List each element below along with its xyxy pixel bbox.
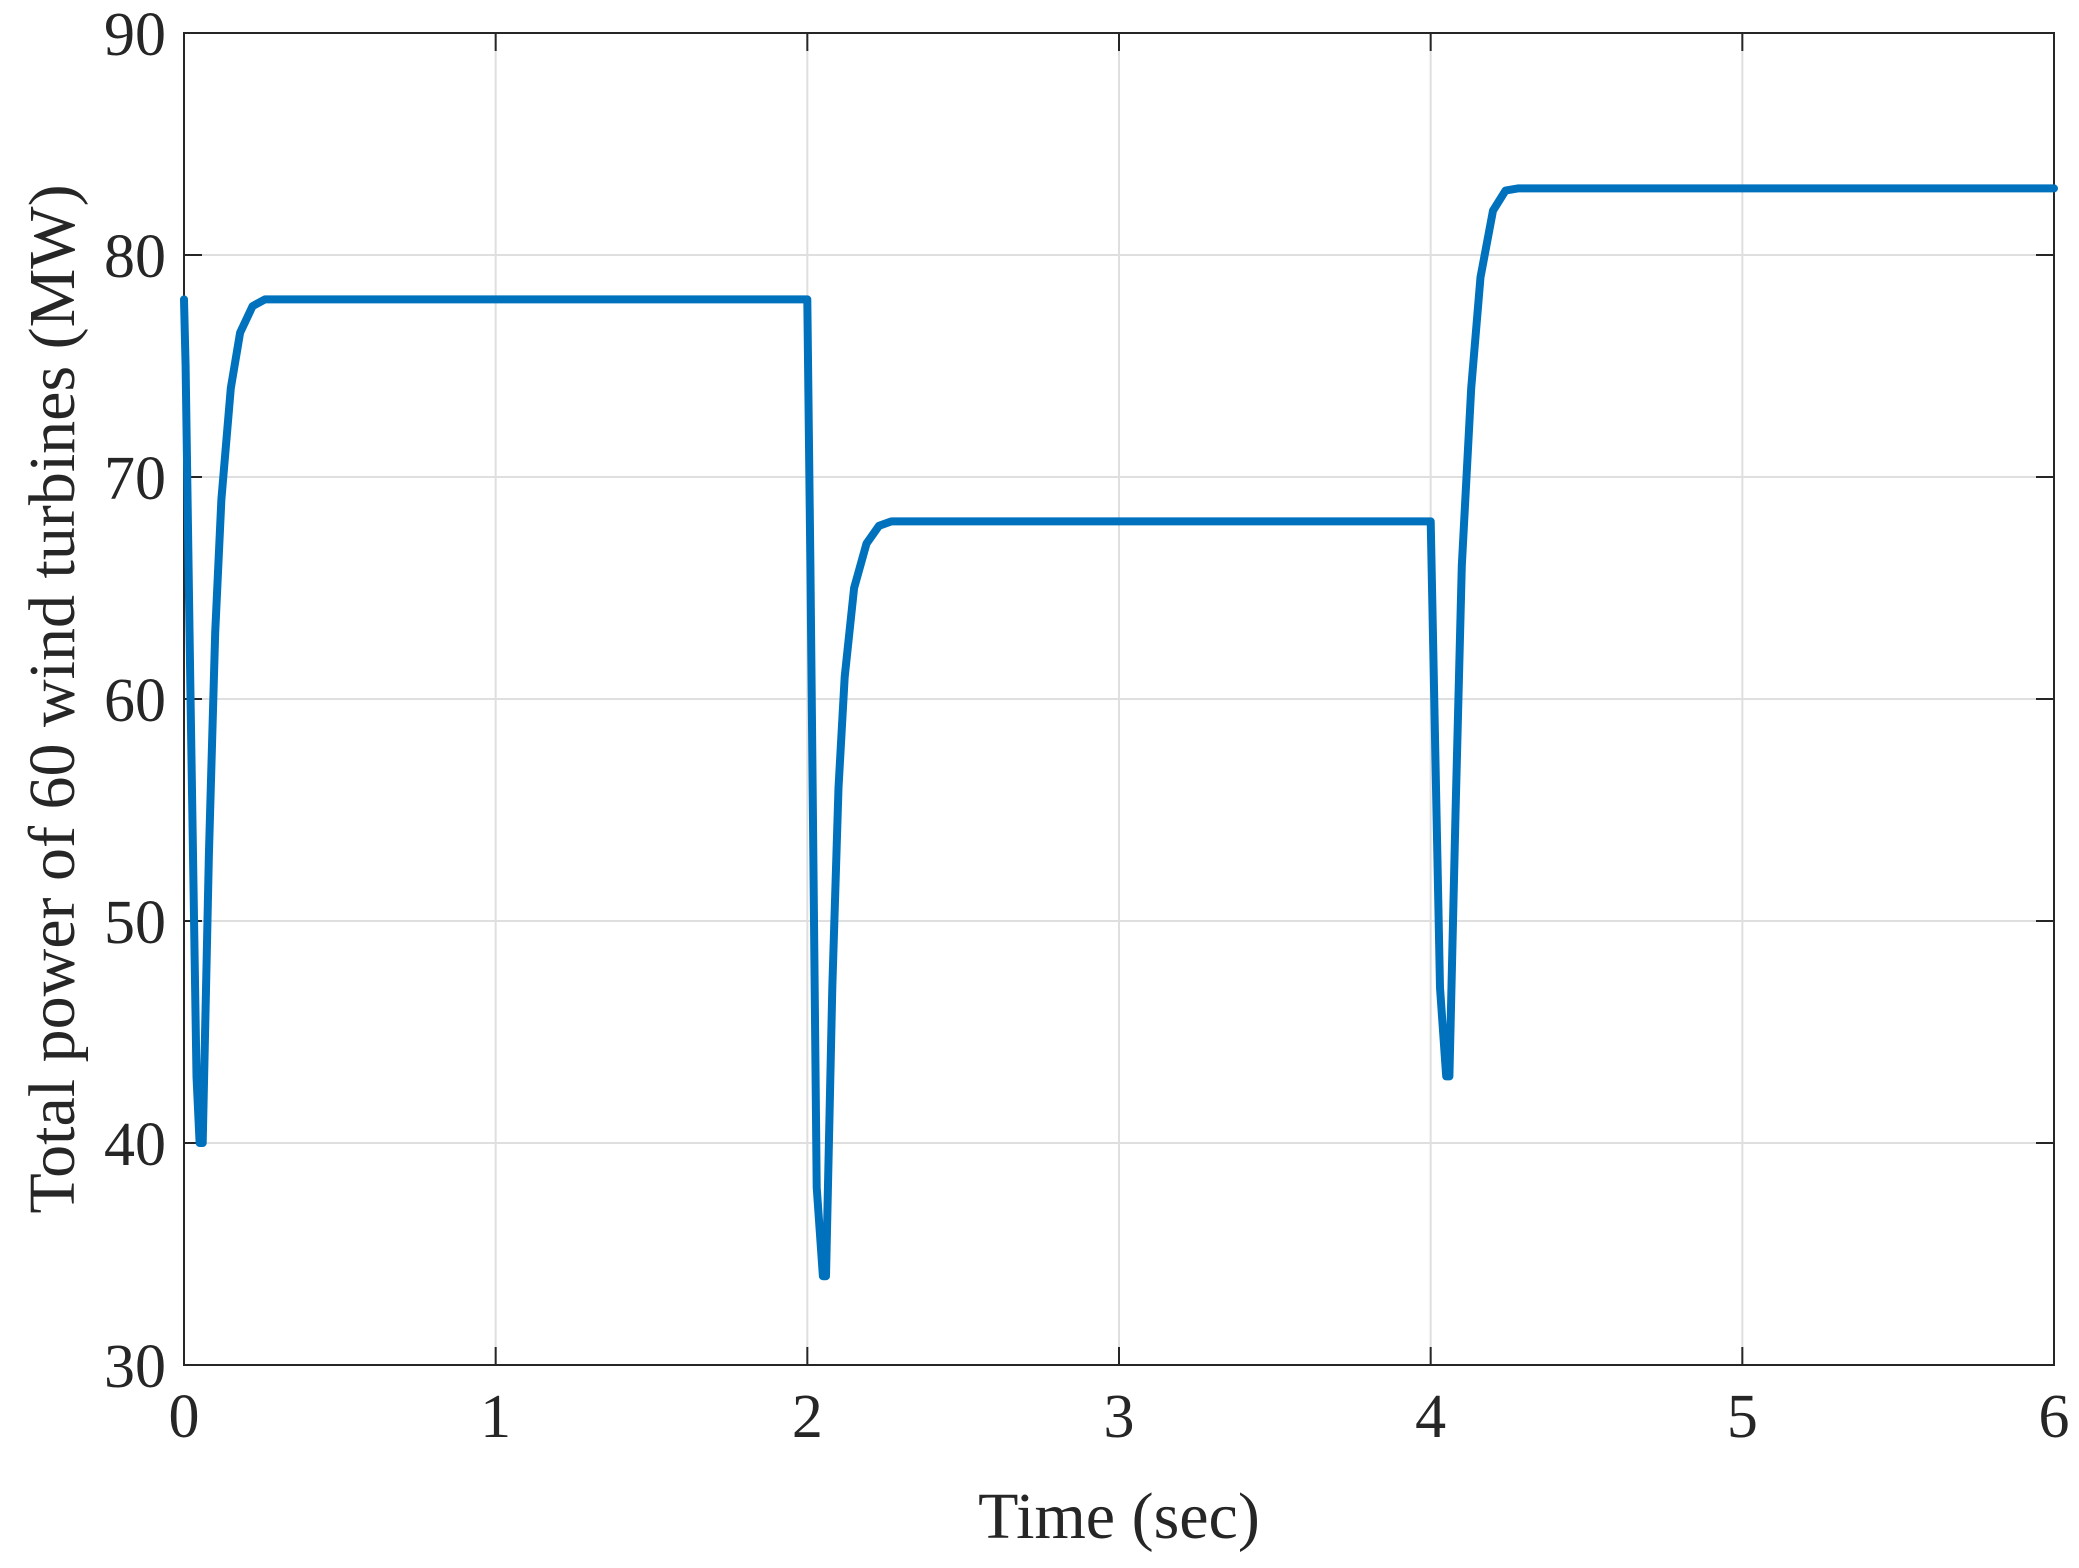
y-tick-label: 70 <box>104 445 166 513</box>
x-tick-label: 6 <box>2039 1383 2070 1451</box>
y-tick-label: 30 <box>104 1333 166 1401</box>
y-tick-label: 40 <box>104 1111 166 1179</box>
x-tick-label: 2 <box>792 1383 823 1451</box>
y-tick-label: 90 <box>104 1 166 69</box>
x-tick-label: 1 <box>480 1383 511 1451</box>
x-tick-label: 4 <box>1415 1383 1446 1451</box>
x-tick-label: 0 <box>169 1383 200 1451</box>
y-tick-label: 60 <box>104 667 166 735</box>
x-tick-label: 5 <box>1727 1383 1758 1451</box>
y-axis-label: Total power of 60 wind turbines (MW) <box>16 184 89 1213</box>
series-layer <box>180 184 2058 1281</box>
y-tick-label: 80 <box>104 223 166 291</box>
y-tick-label: 50 <box>104 889 166 957</box>
x-tick-label: 3 <box>1104 1383 1135 1451</box>
series-line <box>180 184 2058 1281</box>
x-axis-label: Time (sec) <box>978 1480 1260 1553</box>
axis-ticks: 0 1 2 3 4 5 6 30 40 50 60 70 80 90 <box>104 1 2070 1451</box>
